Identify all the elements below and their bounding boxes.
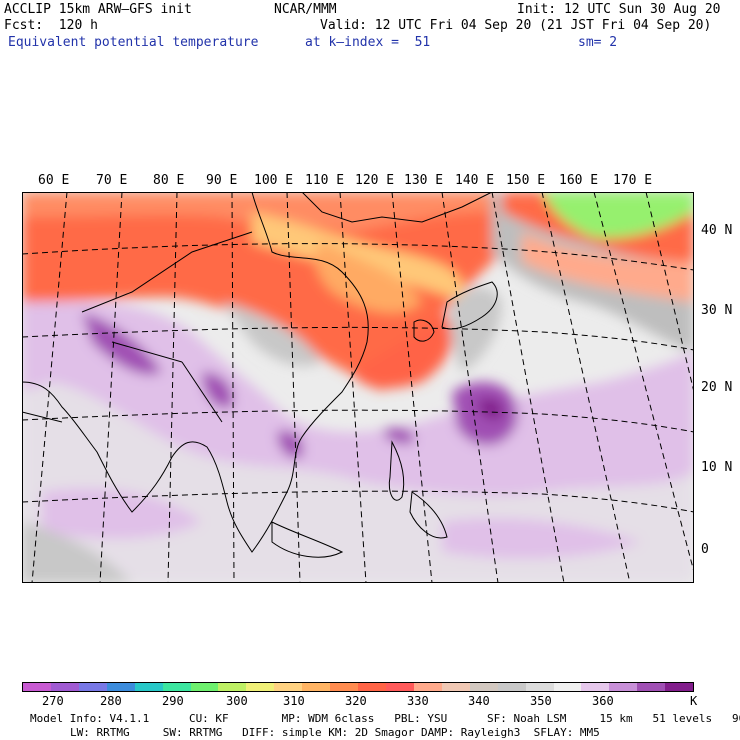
lon-label: 120 E [355, 173, 395, 188]
colorbar-label: 330 [407, 694, 429, 708]
lat-label: 10 N [701, 460, 733, 475]
colorbar-swatch [358, 683, 386, 691]
valid-time: Valid: 12 UTC Fri 04 Sep 20 (21 JST Fri … [320, 18, 712, 33]
colorbar-label: 290 [162, 694, 184, 708]
colorbar-label: 350 [530, 694, 552, 708]
lon-label: 160 E [559, 173, 599, 188]
colorbar-label: 320 [345, 694, 367, 708]
lon-label: 150 E [506, 173, 546, 188]
colorbar-label: 310 [283, 694, 305, 708]
colorbar-swatch [665, 683, 694, 691]
colorbar-swatch [50, 683, 79, 691]
smoothing-label: sm= 2 [578, 35, 618, 50]
level-label: at k–index = 51 [305, 35, 431, 50]
colorbar-swatch [274, 683, 303, 691]
org-label: NCAR/MMM [274, 2, 337, 17]
colorbar-label: 360 [592, 694, 614, 708]
colorbar-swatch [441, 683, 470, 691]
lon-label: 130 E [404, 173, 444, 188]
colorbar-swatch [553, 683, 582, 691]
colorbar-label: 280 [100, 694, 122, 708]
colorbar-label: 340 [468, 694, 490, 708]
colorbar-swatch [609, 683, 638, 691]
model-info-line1: Model Info: V4.1.1 CU: KF MP: WDM 6class… [30, 712, 740, 725]
lat-label: 30 N [701, 303, 733, 318]
colorbar-swatch [525, 683, 554, 691]
colorbar-label: 270 [42, 694, 64, 708]
colorbar-swatch [637, 683, 666, 691]
colorbar-swatch [162, 683, 191, 691]
lon-label: 60 E [38, 173, 70, 188]
forecast-hour: Fcst: 120 h [4, 18, 98, 33]
lon-label: 170 E [613, 173, 653, 188]
colorbar-swatch [469, 683, 498, 691]
lon-label: 100 E [254, 173, 294, 188]
colorbar [22, 682, 694, 692]
lon-label: 70 E [96, 173, 128, 188]
colorbar-swatch [497, 683, 526, 691]
colorbar-swatch [106, 683, 135, 691]
colorbar-swatch [246, 683, 275, 691]
colorbar-swatch [218, 683, 247, 691]
theta-e-map [22, 192, 694, 583]
lon-label: 90 E [206, 173, 238, 188]
model-info-line2: LW: RRTMG SW: RRTMG DIFF: simple KM: 2D … [70, 726, 600, 739]
colorbar-swatch [581, 683, 610, 691]
lat-label: 0 [701, 542, 709, 557]
colorbar-swatch [330, 683, 359, 691]
colorbar-swatch [302, 683, 331, 691]
colorbar-swatch [23, 683, 51, 691]
model-title: ACCLIP 15km ARW–GFS init [4, 2, 192, 17]
lon-label: 110 E [305, 173, 345, 188]
lat-label: 20 N [701, 380, 733, 395]
init-time: Init: 12 UTC Sun 30 Aug 20 [517, 2, 721, 17]
colorbar-swatch [134, 683, 163, 691]
colorbar-swatch [78, 683, 107, 691]
colorbar-swatch [190, 683, 219, 691]
field-name: Equivalent potential temperature [8, 35, 259, 50]
lon-label: 140 E [455, 173, 495, 188]
colorbar-unit: K [690, 694, 698, 708]
colorbar-swatch [385, 683, 414, 691]
lon-label: 80 E [153, 173, 185, 188]
colorbar-label: 300 [226, 694, 248, 708]
colorbar-swatch [413, 683, 442, 691]
lat-label: 40 N [701, 223, 733, 238]
